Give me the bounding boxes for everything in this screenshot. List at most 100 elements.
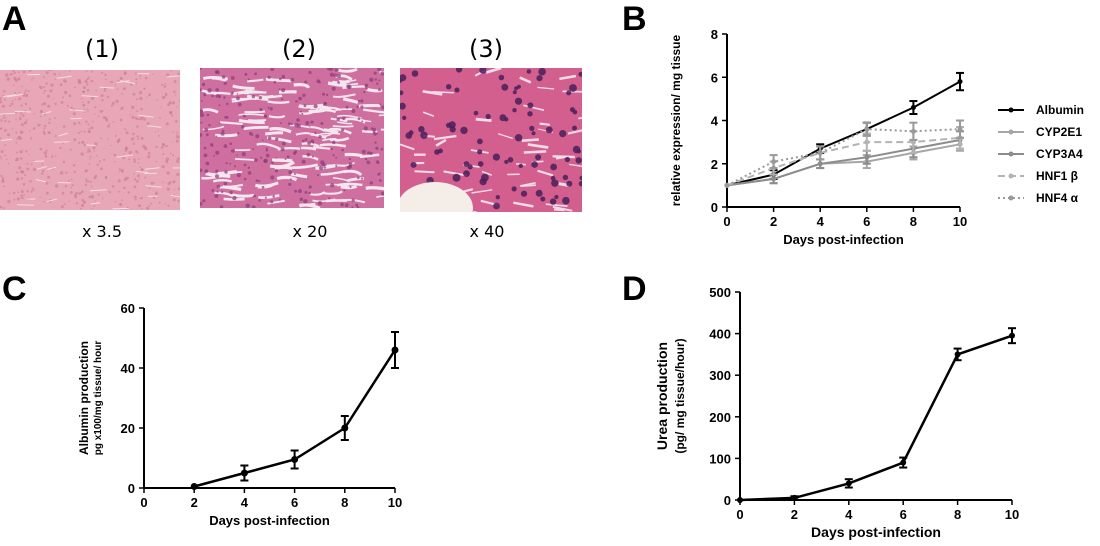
- tissue-speck: [0, 127, 2, 130]
- cell-nucleus: [460, 126, 468, 135]
- cell-nucleus: [255, 179, 259, 182]
- tissue-speck: [68, 180, 70, 183]
- cell-nucleus: [345, 105, 349, 109]
- cell-nucleus: [214, 70, 219, 74]
- tissue-sinusoid: [332, 176, 349, 182]
- cell-nucleus: [320, 160, 325, 165]
- cell-nucleus: [380, 71, 384, 76]
- tissue-speck: [108, 191, 111, 194]
- tissue-sinusoid: [36, 165, 48, 170]
- tissue-speck: [158, 201, 161, 204]
- cell-nucleus: [351, 198, 355, 202]
- tissue-speck: [135, 150, 138, 153]
- cell-nucleus: [236, 154, 238, 156]
- cell-nucleus: [357, 117, 361, 120]
- tissue-speck: [120, 169, 124, 173]
- tissue-speck: [33, 113, 35, 115]
- cell-nucleus: [329, 72, 334, 77]
- tissue-speck: [47, 104, 51, 108]
- cell-nucleus: [284, 158, 287, 160]
- cell-nucleus: [200, 109, 204, 114]
- tissue-speck: [62, 160, 66, 164]
- tissue-speck: [130, 83, 133, 86]
- chart-c-y-tick-label: 0: [128, 481, 135, 496]
- cell-nucleus: [374, 141, 377, 144]
- cell-nucleus: [346, 84, 351, 89]
- cell-nucleus: [294, 189, 298, 193]
- tissue-sinusoid: [329, 127, 352, 135]
- tissue-speck: [87, 123, 90, 126]
- tissue-speck: [110, 104, 114, 107]
- chart-c-x-tick-label: 4: [241, 495, 249, 510]
- cell-nucleus: [434, 149, 440, 155]
- tissue-speck: [109, 81, 112, 83]
- cell-nucleus: [358, 99, 361, 103]
- cell-nucleus: [372, 127, 376, 132]
- tissue-speck: [112, 121, 115, 123]
- chart-d-y-tick-label: 0: [724, 493, 731, 508]
- cell-nucleus: [333, 73, 338, 78]
- cell-nucleus: [326, 68, 332, 71]
- tissue-speck: [20, 112, 23, 115]
- tissue-sinusoid: [309, 191, 326, 196]
- tissue-speck: [116, 88, 119, 90]
- tissue-speck: [24, 92, 26, 94]
- tissue-sinusoid: [277, 146, 301, 151]
- tissue-speck: [173, 90, 176, 94]
- cell-nucleus: [225, 116, 229, 119]
- cell-nucleus: [504, 117, 509, 122]
- cell-nucleus: [279, 77, 282, 81]
- cell-nucleus: [479, 178, 487, 186]
- cell-nucleus: [288, 170, 293, 175]
- tissue-speck: [90, 126, 94, 130]
- tissue-sinusoid: [293, 82, 311, 89]
- tissue-speck: [15, 159, 17, 162]
- cell-nucleus: [477, 138, 483, 145]
- cell-nucleus: [511, 186, 517, 192]
- cell-nucleus: [306, 152, 311, 157]
- tissue-sinusoid: [17, 204, 34, 206]
- tissue-speck: [41, 163, 44, 165]
- tissue-sinusoid: [232, 89, 253, 96]
- tissue-speck: [19, 137, 23, 140]
- tissue-speck: [139, 166, 142, 168]
- chart-b-point-hnf1-: [864, 139, 870, 145]
- tissue-speck: [161, 146, 164, 149]
- cell-nucleus: [335, 156, 337, 159]
- cell-nucleus: [514, 97, 523, 105]
- cell-nucleus: [356, 105, 359, 109]
- tissue-speck: [154, 131, 157, 133]
- cell-nucleus: [279, 122, 282, 124]
- tissue-sinusoid: [138, 114, 154, 118]
- tissue-speck: [176, 134, 178, 136]
- cell-nucleus: [575, 157, 582, 164]
- chart-d-y-tick-label: 200: [709, 410, 731, 425]
- tissue-speck: [88, 195, 92, 199]
- tissue-sinusoid: [214, 191, 236, 198]
- tissue-speck: [138, 118, 141, 121]
- tissue-speck: [49, 89, 53, 93]
- cell-nucleus: [319, 166, 323, 170]
- tissue-speck: [5, 158, 8, 161]
- cell-nucleus: [361, 149, 366, 154]
- cell-nucleus: [278, 198, 281, 201]
- cell-nucleus: [237, 132, 240, 135]
- cell-nucleus: [293, 151, 297, 155]
- tissue-speck: [7, 162, 10, 165]
- tissue-sinusoid: [513, 201, 534, 208]
- cell-nucleus: [307, 141, 311, 145]
- tissue-speck: [41, 169, 45, 173]
- cell-nucleus: [270, 68, 275, 72]
- tissue-speck: [47, 70, 50, 71]
- cell-nucleus: [418, 126, 425, 133]
- tissue-speck: [136, 180, 139, 183]
- cell-nucleus: [295, 100, 298, 103]
- cell-nucleus: [258, 180, 261, 183]
- cell-nucleus: [289, 178, 292, 181]
- tissue-sinusoid: [366, 87, 383, 93]
- tissue-sinusoid: [376, 195, 384, 198]
- chart-b-point-hnf4-: [771, 159, 777, 165]
- tissue-sinusoid: [35, 179, 47, 183]
- tissue-sinusoid: [166, 75, 180, 78]
- tissue-speck: [84, 169, 88, 173]
